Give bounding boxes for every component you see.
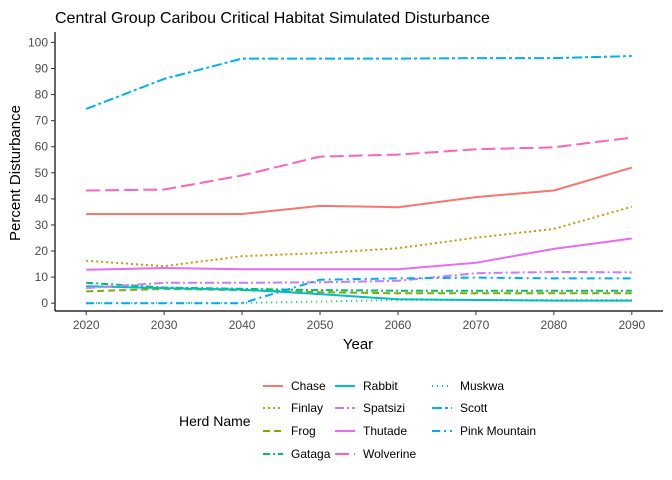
legend-title: Herd Name [179,413,251,429]
series-line-pink-mountain [86,276,632,305]
legend-label-wolverine: Wolverine [363,447,416,461]
series-line-rabbit [86,285,632,302]
legend-label-chase: Chase [291,379,326,393]
series-line-wolverine [86,136,632,192]
y-tick-label: 50 [35,166,49,180]
y-tick-label: 100 [28,35,48,49]
series-line-chase [86,166,633,215]
x-tick-label: 2020 [73,318,100,332]
y-tick-label: 70 [35,114,49,128]
x-tick-label: 2060 [385,318,412,332]
chart-title: Central Group Caribou Critical Habitat S… [55,10,490,27]
legend-label-frog: Frog [291,424,316,438]
series-line-spatsizi [86,270,632,290]
y-tick-label: 10 [35,270,49,284]
legend-label-gataga: Gataga [291,447,331,461]
series-line-scott [85,55,632,110]
x-axis-label: Year [343,336,373,353]
legend-label-rabbit: Rabbit [363,379,398,393]
y-tick-label: 90 [35,62,49,76]
legend: Herd Name Chase Finlay Frog Gataga Rabbit Spa… [179,379,536,461]
legend-label-pink-mountain: Pink Mountain [460,424,536,438]
y-tick-label: 20 [35,244,49,258]
y-tick-label: 40 [35,192,49,206]
series-line-thutade [86,237,632,271]
legend-label-finlay: Finlay [291,401,323,415]
legend-label-scott: Scott [460,401,488,415]
y-tick-label: 80 [35,88,49,102]
y-tick-label: 60 [35,140,49,154]
legend-label-thutade: Thutade [363,424,407,438]
legend-label-muskwa: Muskwa [460,379,504,393]
x-tick-label: 2090 [618,318,645,332]
x-tick-label: 2040 [229,318,256,332]
y-tick-label: 0 [41,296,48,310]
x-tick-label: 2050 [307,318,334,332]
y-tick-label: 30 [35,218,49,232]
series-line-finlay [86,205,633,268]
x-tick-label: 2030 [151,318,178,332]
x-tick-label: 2080 [541,318,568,332]
y-axis-label: Percent Disturbance [7,105,24,241]
x-tick-label: 2070 [463,318,490,332]
legend-label-spatsizi: Spatsizi [363,401,405,415]
